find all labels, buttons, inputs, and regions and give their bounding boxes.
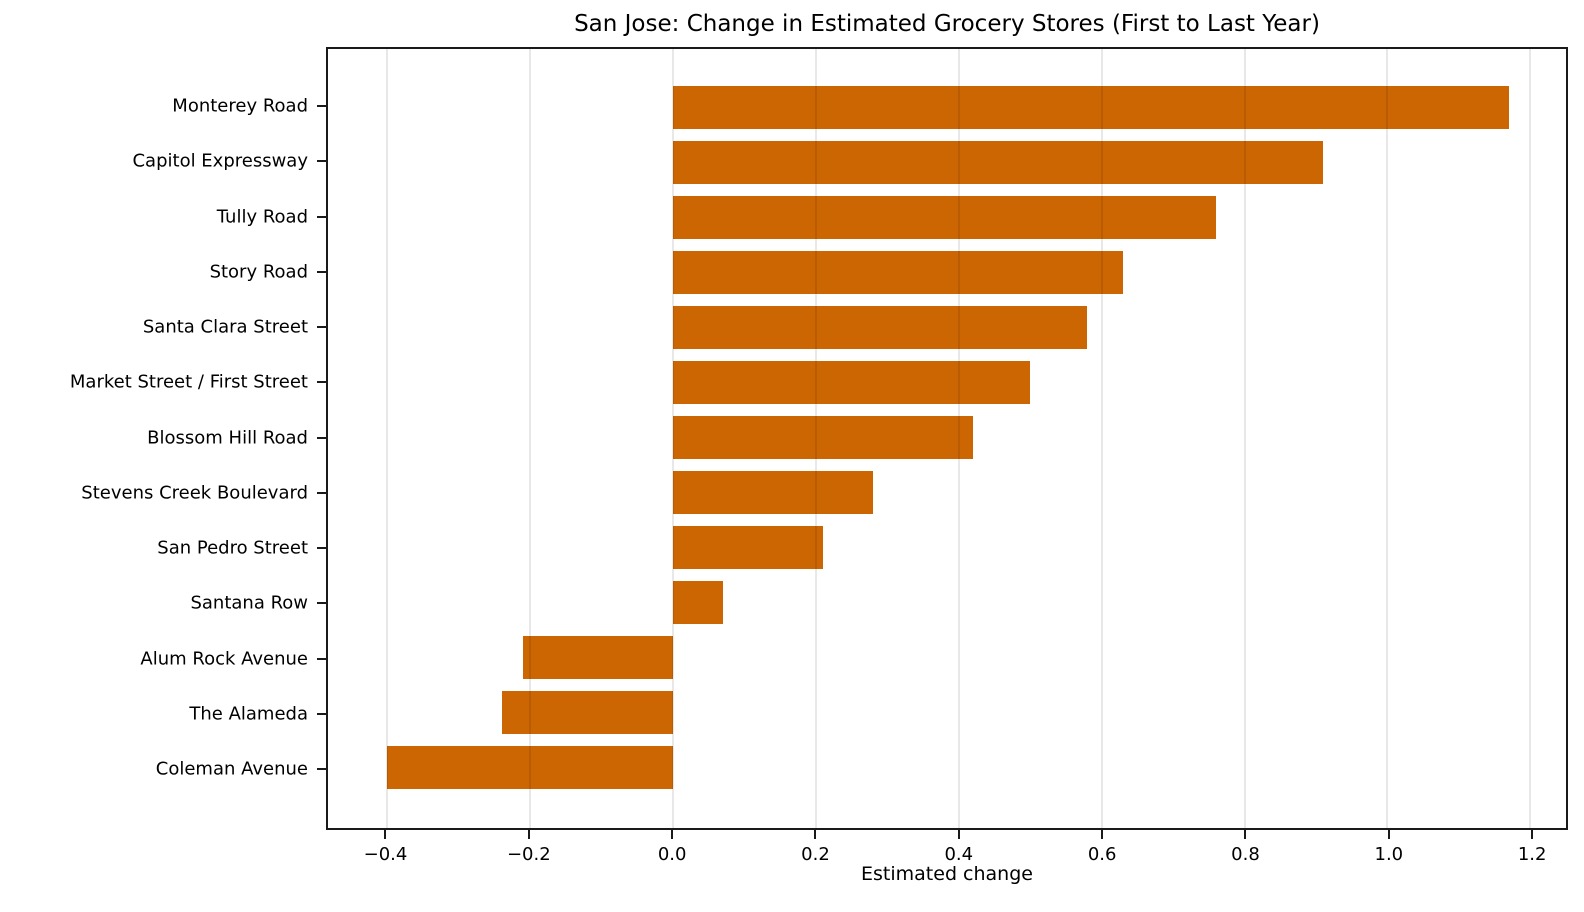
x-tick-label: 0.2 [801,844,830,865]
y-tick-label: Capitol Expressway [132,150,308,172]
y-tick [317,602,326,605]
x-tick [527,830,530,839]
bar [673,306,1088,349]
x-tick-label: 1.0 [1374,844,1404,865]
bar [673,471,874,514]
y-tick [317,381,326,384]
bar [673,526,824,569]
gridline [1529,49,1532,828]
gridline [957,49,960,828]
gridline [1243,49,1246,828]
y-tick-label: The Alameda [189,703,308,725]
y-tick-label: Story Road [209,261,308,283]
y-tick [317,160,326,163]
y-tick [317,657,326,660]
y-tick [317,547,326,549]
y-tick [317,270,326,273]
x-tick [671,830,674,839]
y-tick-label: Tully Road [216,206,308,227]
x-tick-label: 0.8 [1231,844,1260,865]
y-tick [317,215,326,218]
bar [523,635,674,679]
x-tick [384,830,387,839]
plot-area [326,47,1568,830]
gridline [1386,49,1389,828]
bar [673,361,1031,404]
y-tick-label: Monterey Road [172,95,308,117]
y-tick [317,326,326,328]
y-tick-label: Alum Rock Avenue [140,648,308,669]
y-tick-label: Blossom Hill Road [147,427,308,448]
y-tick-label: Santa Clara Street [142,316,308,338]
bar [673,141,1324,185]
x-tick [1531,830,1534,839]
gridline [1100,49,1103,828]
x-tick [957,830,960,839]
bar [673,416,974,459]
x-axis-label: Estimated change [861,863,1033,885]
x-tick [1387,830,1390,839]
x-tick-label: 0.0 [657,844,687,865]
bar [673,86,1509,130]
y-tick [317,768,326,770]
bar [673,196,1216,239]
y-tick-label: San Pedro Street [157,537,308,559]
y-tick-label: Santana Row [190,592,308,614]
x-tick-label: 0.6 [1087,844,1117,865]
y-tick [317,491,326,494]
gridline [529,49,532,828]
gridline [672,49,675,828]
bar [673,581,724,624]
x-tick-label: 0.4 [944,844,974,865]
y-tick-label: Coleman Avenue [155,758,308,780]
y-tick [317,436,326,439]
gridline [814,49,817,828]
x-tick-label: 1.2 [1517,844,1547,865]
y-tick [317,712,326,715]
x-tick [814,830,817,839]
x-tick-label: −0.4 [363,844,408,865]
bar [387,745,674,789]
chart-title: San Jose: Change in Estimated Grocery St… [574,11,1320,37]
y-tick [317,105,326,107]
gridline [386,49,389,828]
bar [501,690,674,734]
bar [673,251,1124,294]
y-tick-label: Stevens Creek Boulevard [81,482,308,504]
x-tick [1244,830,1247,839]
x-tick [1101,830,1104,839]
x-tick-label: −0.2 [506,844,551,865]
y-tick-label: Market Street / First Street [69,371,308,393]
